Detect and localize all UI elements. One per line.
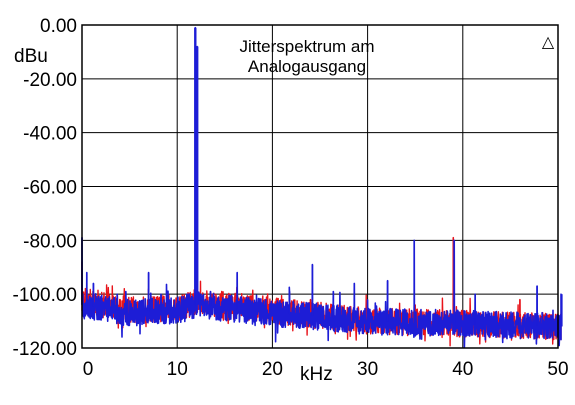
plot-frame (81, 24, 559, 349)
y-tick-label: -40.00 (23, 124, 77, 145)
chart-title-line-2: Analogausgang (248, 57, 366, 76)
y-tick-label: -100.00 (13, 285, 77, 306)
y-tick-label: -60.00 (23, 178, 77, 199)
y-tick-label: -20.00 (23, 70, 77, 91)
x-tick-label: 50 (547, 359, 568, 380)
x-tick-labels: 0 10 20 30 40 50 (83, 359, 569, 380)
y-tick-label: 0.00 (40, 16, 77, 37)
y-tick-labels: 0.00 -20.00 -40.00 -60.00 -80.00 -100.00 -120.… (13, 16, 77, 360)
y-tick-label: -120.00 (13, 339, 77, 360)
chart-title-line-1: Jitterspektrum am (239, 37, 374, 56)
x-tick-label: 20 (262, 359, 283, 380)
x-tick-label: 30 (357, 359, 378, 380)
y-tick-label: -80.00 (23, 231, 77, 252)
x-tick-label: 40 (452, 359, 473, 380)
triangle-marker-icon: △ (542, 32, 555, 51)
series-layer (81, 26, 563, 349)
x-tick-label: 10 (167, 359, 188, 380)
x-tick-label: 0 (83, 359, 94, 380)
x-axis-label: kHz (300, 364, 333, 385)
y-axis-label: dBu (14, 46, 48, 67)
